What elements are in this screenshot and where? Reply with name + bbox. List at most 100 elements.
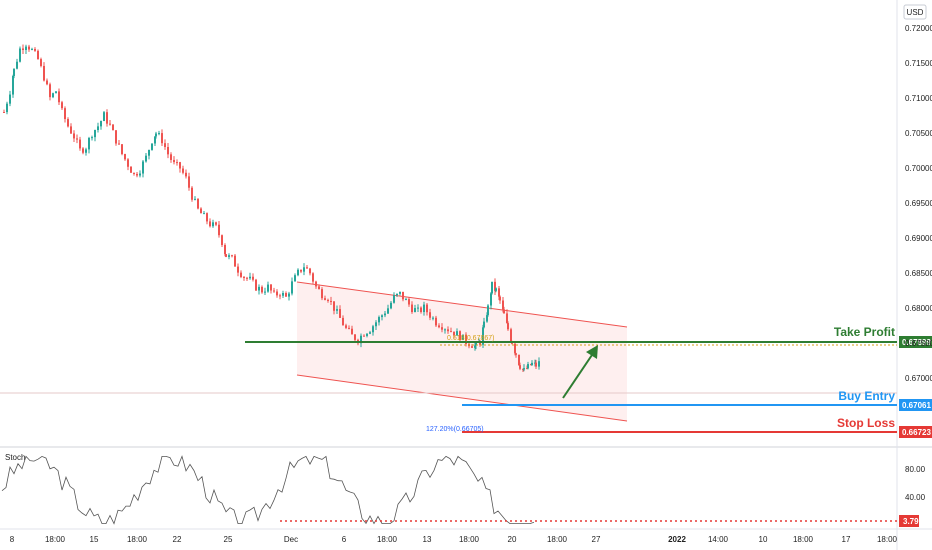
candle-body [342,317,344,326]
candle-body [494,281,496,291]
buy-entry-badge [899,399,932,411]
candle-body [324,298,326,300]
candle-body [499,296,501,301]
channel-lower-line[interactable] [296,374,628,422]
time-tick-label: 10 [759,535,768,544]
candle-body [194,198,196,200]
price-tick-label: 0.67500 [905,339,932,348]
candle-body [312,273,314,282]
candle-body [34,48,36,51]
candle-body [185,172,187,177]
candle-body [13,68,15,76]
candle-body [309,268,311,274]
time-tick-label: 25 [224,535,233,544]
candle-body [276,291,278,296]
candle-body [369,332,371,334]
candle-body [291,281,293,294]
price-tick-label: 0.69500 [905,199,932,208]
candle-body [176,162,178,164]
candle-body [538,361,540,367]
price-axis[interactable]: 0.72000 0.71500 0.71000 0.70500 0.70000 0.695… [905,24,932,383]
candle-body [333,301,335,311]
candle-body [124,154,126,160]
candle-body [535,362,537,367]
candle-body [351,328,353,335]
time-tick-label: 8 [10,535,15,544]
candle-body [294,275,296,282]
candle-body [300,269,302,272]
candle-body [61,102,63,109]
price-tick-label: 0.72000 [905,24,932,33]
candle-body [474,345,476,348]
candle-body [408,299,410,305]
price-tick-label: 0.67000 [905,374,932,383]
currency-label: USD [907,8,924,17]
stochastic-line [1,455,535,525]
candle-body [456,331,458,336]
stoch-value-badge [899,515,919,527]
projection-arrow[interactable] [562,348,597,399]
candle-body [121,144,123,155]
trade-levels: 0.67899 0.67061 0.66723 [0,336,932,438]
candle-body [158,133,160,135]
candle-body [479,341,481,345]
candle-body [482,327,484,345]
fib-retracement-label: 0.618(0.67867) [447,335,494,342]
candle-body [345,325,347,328]
time-tick-label: 18:00 [127,535,148,544]
candle-body [507,323,509,330]
candle-body [453,331,455,336]
candle-body [438,325,440,328]
candle-body [441,327,443,330]
candle-body [43,65,45,81]
candle-body [224,244,226,255]
candle-body [267,284,269,292]
candle-body [188,176,190,188]
time-axis[interactable]: 8 18:00 15 18:00 22 25 Dec 6 18:00 13 18:00 20 18:00… [10,535,898,544]
candle-body [503,309,505,314]
candle-body [67,119,69,127]
candle-body [261,286,263,293]
candle-body [354,334,356,340]
candle-body [491,281,493,294]
candle-body [82,148,84,153]
time-tick-label: 18:00 [377,535,398,544]
take-profit-badge-text: 0.67899 [902,338,931,347]
candle-body [518,354,520,366]
candle-body [22,48,24,50]
candle-body [411,304,413,313]
price-tick-label: 0.70500 [905,129,932,138]
candle-body [170,154,172,160]
candle-body [103,112,105,122]
candle-body [58,91,60,103]
candle-body [155,133,157,137]
candle-body [133,172,135,174]
price-tick-label: 0.70000 [905,164,932,173]
candle-body [49,84,51,98]
candle-body [514,343,516,354]
candle-body [381,315,383,318]
candle-body [523,368,525,370]
candle-body [429,312,431,318]
time-tick-label: Dec [284,535,298,544]
candle-body [73,133,75,139]
candle-body [85,149,87,153]
time-tick-label: 15 [90,535,99,544]
channel-upper-line[interactable] [296,281,628,328]
candle-body [399,291,401,294]
currency-badge[interactable] [903,4,927,20]
price-tick-label: 0.71000 [905,94,932,103]
take-profit-label: Take Profit [834,325,895,339]
candle-body [495,288,497,291]
candlestick-series [3,44,540,373]
stop-loss-badge-text: 0.66723 [902,428,931,437]
candle-body [127,159,129,167]
stoch-tick-label: 40.00 [905,493,926,502]
candle-body [215,222,217,225]
time-tick-label: 22 [173,535,182,544]
candle-body [136,173,138,176]
candle-body [402,291,404,300]
candle-body [76,138,78,140]
